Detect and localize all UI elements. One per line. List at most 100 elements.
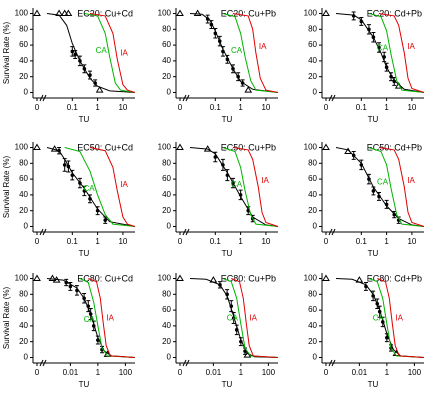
x-tick-label: 1 xyxy=(385,368,390,377)
curve xyxy=(231,278,279,358)
y-axis-label: Survival Rate (%) xyxy=(2,156,11,219)
marker-triangle xyxy=(60,9,69,17)
curve xyxy=(189,147,279,227)
x-tick-label: 100 xyxy=(119,368,133,377)
y-tick-label: 80 xyxy=(162,158,171,167)
x-axis-label: TU xyxy=(222,115,233,124)
curve xyxy=(88,278,136,358)
y-tick-label: 80 xyxy=(19,289,28,298)
curve xyxy=(222,147,279,227)
y-tick-label: 60 xyxy=(19,305,28,314)
y-tick-label: 20 xyxy=(162,72,171,81)
y-tick-label: 80 xyxy=(19,24,28,33)
y-tick-label: 100 xyxy=(304,143,318,152)
x-tick-label: 0.1 xyxy=(356,237,368,246)
x-tick-label: 0 xyxy=(35,103,40,112)
curve xyxy=(89,13,136,93)
x-tick-label: 0 xyxy=(324,368,329,377)
chart-title: EC20: Cu+Pb xyxy=(221,8,276,18)
y-axis-label: Survival Rate (%) xyxy=(2,22,11,85)
curve xyxy=(64,147,136,227)
y-tick-label: 20 xyxy=(308,72,317,81)
curve xyxy=(378,13,425,93)
marker-triangle xyxy=(244,86,253,93)
y-tick-label: 80 xyxy=(308,289,317,298)
curve-label: CA xyxy=(231,46,243,55)
y-tick-label: 20 xyxy=(308,206,317,215)
curve-label: IA xyxy=(249,313,257,322)
curve-label: IA xyxy=(261,176,269,185)
x-tick-label: 10 xyxy=(407,237,416,246)
y-tick-label: 60 xyxy=(308,174,317,183)
axis-break xyxy=(182,228,190,236)
curve xyxy=(79,278,136,358)
curve-label: IA xyxy=(120,48,128,57)
y-tick-label: 60 xyxy=(162,40,171,49)
y-tick-label: 100 xyxy=(158,143,172,152)
chart-title: EC50: Cd+Pb xyxy=(367,142,422,152)
axis-break xyxy=(39,94,47,102)
curve xyxy=(46,147,136,227)
curve xyxy=(377,278,425,358)
curve-label: CA xyxy=(96,46,108,55)
x-tick-label: 1 xyxy=(384,237,389,246)
x-tick-label: 0.01 xyxy=(63,368,79,377)
y-tick-label: 60 xyxy=(162,174,171,183)
x-tick-label: 1 xyxy=(384,103,389,112)
y-tick-label: 40 xyxy=(162,56,171,65)
x-axis-label: TU xyxy=(222,249,233,258)
curve xyxy=(335,13,425,93)
chart-title: EC80: Cu+Cd xyxy=(77,273,133,283)
axis-break xyxy=(328,94,336,102)
curve-label: CA xyxy=(227,313,239,322)
y-tick-label: 0 xyxy=(313,88,318,97)
y-tick-label: 40 xyxy=(19,190,28,199)
curve xyxy=(368,147,425,227)
x-tick-label: 1 xyxy=(95,103,100,112)
axis-break xyxy=(39,228,47,236)
x-tick-label: 1 xyxy=(238,103,243,112)
x-tick-label: 100 xyxy=(262,368,276,377)
y-tick-label: 40 xyxy=(19,56,28,65)
y-tick-label: 100 xyxy=(304,274,318,283)
x-axis-label: TU xyxy=(368,115,379,124)
x-tick-label: 0.1 xyxy=(210,237,222,246)
y-tick-label: 80 xyxy=(308,158,317,167)
y-tick-label: 0 xyxy=(24,222,29,231)
x-tick-label: 0.01 xyxy=(352,368,368,377)
y-tick-label: 80 xyxy=(162,24,171,33)
y-tick-label: 60 xyxy=(19,174,28,183)
y-tick-label: 0 xyxy=(313,222,318,231)
x-tick-label: 0.1 xyxy=(67,103,79,112)
curve xyxy=(84,13,136,93)
curve-label: IA xyxy=(395,313,403,322)
marker-dot xyxy=(62,163,67,167)
chart-title: EC20: Cd+Pb xyxy=(367,8,422,18)
curve-label: CA xyxy=(373,313,385,322)
x-tick-label: 0.01 xyxy=(206,368,222,377)
x-tick-label: 0 xyxy=(35,237,40,246)
curve-label: CA xyxy=(83,184,95,193)
x-tick-label: 10 xyxy=(261,237,270,246)
curve xyxy=(222,278,279,358)
x-tick-label: 0 xyxy=(35,368,40,377)
curve-label: IA xyxy=(259,42,267,51)
chart-title: EC80: Cd+Pb xyxy=(367,273,422,283)
curve-label: IA xyxy=(106,313,114,322)
x-tick-label: 1 xyxy=(238,237,243,246)
y-tick-label: 100 xyxy=(15,143,29,152)
chart-title: EC50: Cu+Cd xyxy=(77,142,133,152)
curve xyxy=(335,147,425,227)
x-axis-label: TU xyxy=(368,380,379,389)
x-tick-label: 0 xyxy=(324,103,329,112)
marker-triangle xyxy=(33,274,41,282)
chart-title: EC20: Cu+Cd xyxy=(77,8,133,18)
marker-triangle xyxy=(322,9,330,17)
y-tick-label: 20 xyxy=(19,72,28,81)
curve xyxy=(368,13,425,93)
y-tick-label: 100 xyxy=(15,274,29,283)
x-tick-label: 0 xyxy=(178,103,183,112)
axis-break xyxy=(328,359,336,367)
y-tick-label: 0 xyxy=(24,88,29,97)
